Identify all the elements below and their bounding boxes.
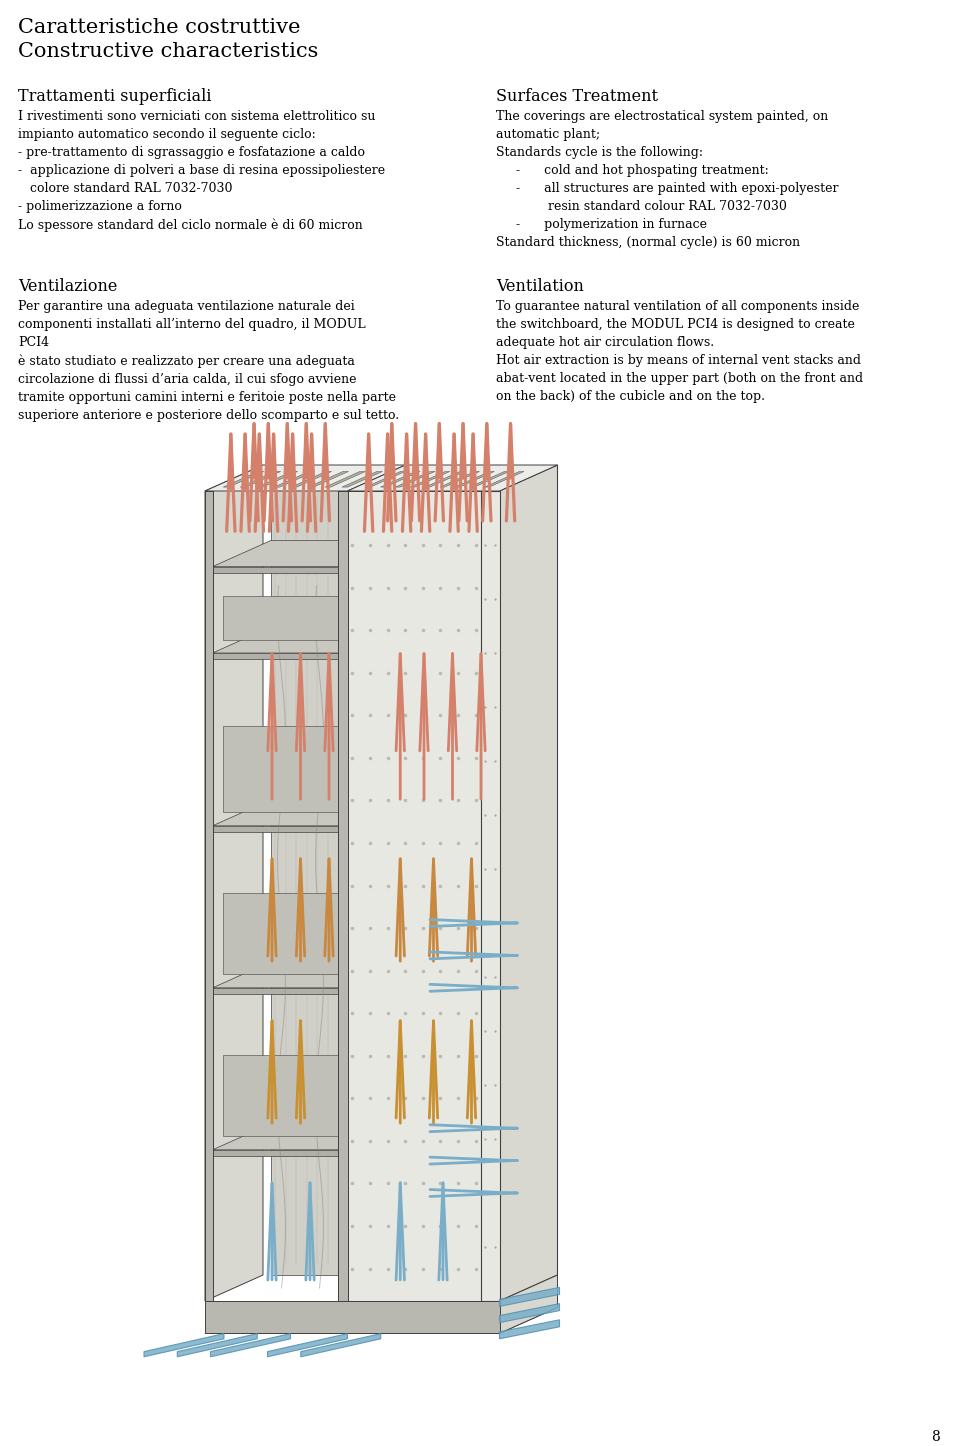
Text: Ventilazione: Ventilazione	[18, 278, 117, 295]
Polygon shape	[212, 826, 338, 833]
Polygon shape	[499, 1275, 558, 1333]
Polygon shape	[205, 492, 212, 1301]
Polygon shape	[440, 471, 479, 487]
Polygon shape	[348, 628, 539, 654]
Polygon shape	[268, 1333, 348, 1356]
Polygon shape	[410, 471, 450, 487]
Polygon shape	[212, 541, 396, 567]
Polygon shape	[348, 1124, 539, 1150]
Polygon shape	[338, 492, 348, 1301]
Polygon shape	[396, 471, 435, 487]
Polygon shape	[205, 492, 212, 1301]
Polygon shape	[348, 567, 481, 573]
Polygon shape	[338, 492, 348, 1301]
Polygon shape	[212, 1124, 396, 1150]
Polygon shape	[405, 466, 539, 1275]
Polygon shape	[325, 471, 366, 487]
Text: Surfaces Treatment: Surfaces Treatment	[496, 88, 658, 106]
Polygon shape	[212, 628, 396, 654]
Text: Caratteristiche costruttive: Caratteristiche costruttive	[18, 17, 300, 38]
Text: The coverings are electrostatical system painted, on
automatic plant;
Standards : The coverings are electrostatical system…	[496, 110, 838, 249]
Polygon shape	[366, 471, 405, 487]
Polygon shape	[212, 1150, 338, 1157]
Polygon shape	[205, 1307, 558, 1333]
Polygon shape	[348, 654, 481, 659]
Polygon shape	[212, 567, 338, 573]
Text: Ventilation: Ventilation	[496, 278, 584, 295]
Text: To guarantee natural ventilation of all components inside
the switchboard, the M: To guarantee natural ventilation of all …	[496, 299, 863, 403]
Polygon shape	[300, 1333, 381, 1356]
Polygon shape	[223, 726, 339, 813]
Text: Trattamenti superficiali: Trattamenti superficiali	[18, 88, 211, 106]
Polygon shape	[481, 492, 499, 1301]
Polygon shape	[223, 596, 339, 639]
Polygon shape	[308, 471, 348, 487]
Polygon shape	[144, 1333, 224, 1356]
Polygon shape	[499, 466, 558, 1301]
Polygon shape	[455, 471, 494, 487]
Polygon shape	[499, 1320, 560, 1339]
Polygon shape	[212, 988, 338, 995]
Text: Constructive characteristics: Constructive characteristics	[18, 42, 319, 61]
Text: 8: 8	[931, 1430, 940, 1445]
Polygon shape	[348, 492, 481, 1301]
Polygon shape	[212, 800, 396, 826]
Polygon shape	[212, 654, 338, 659]
Polygon shape	[348, 826, 481, 833]
Polygon shape	[205, 466, 263, 1301]
Text: Per garantire una adeguata ventilazione naturale dei
componenti installati all’i: Per garantire una adeguata ventilazione …	[18, 299, 399, 422]
Text: I rivestimenti sono verniciati con sistema elettrolitico su
impianto automatico : I rivestimenti sono verniciati con siste…	[18, 110, 385, 231]
Polygon shape	[223, 471, 264, 487]
Polygon shape	[178, 1333, 257, 1356]
Polygon shape	[348, 800, 539, 826]
Polygon shape	[271, 466, 396, 1275]
Polygon shape	[210, 1333, 291, 1356]
Polygon shape	[223, 894, 339, 975]
Polygon shape	[348, 541, 539, 567]
Polygon shape	[240, 471, 280, 487]
Polygon shape	[499, 1304, 560, 1323]
Polygon shape	[342, 471, 382, 487]
Polygon shape	[469, 471, 509, 487]
Polygon shape	[205, 466, 405, 492]
Polygon shape	[380, 471, 420, 487]
Polygon shape	[425, 471, 465, 487]
Polygon shape	[291, 471, 331, 487]
Polygon shape	[205, 1301, 499, 1333]
Polygon shape	[348, 962, 539, 988]
Polygon shape	[257, 471, 298, 487]
Polygon shape	[223, 1056, 339, 1137]
Polygon shape	[348, 988, 481, 995]
Polygon shape	[485, 471, 524, 487]
Polygon shape	[348, 1150, 481, 1157]
Polygon shape	[275, 471, 315, 487]
Polygon shape	[499, 1287, 560, 1306]
Polygon shape	[348, 466, 558, 492]
Polygon shape	[212, 962, 396, 988]
